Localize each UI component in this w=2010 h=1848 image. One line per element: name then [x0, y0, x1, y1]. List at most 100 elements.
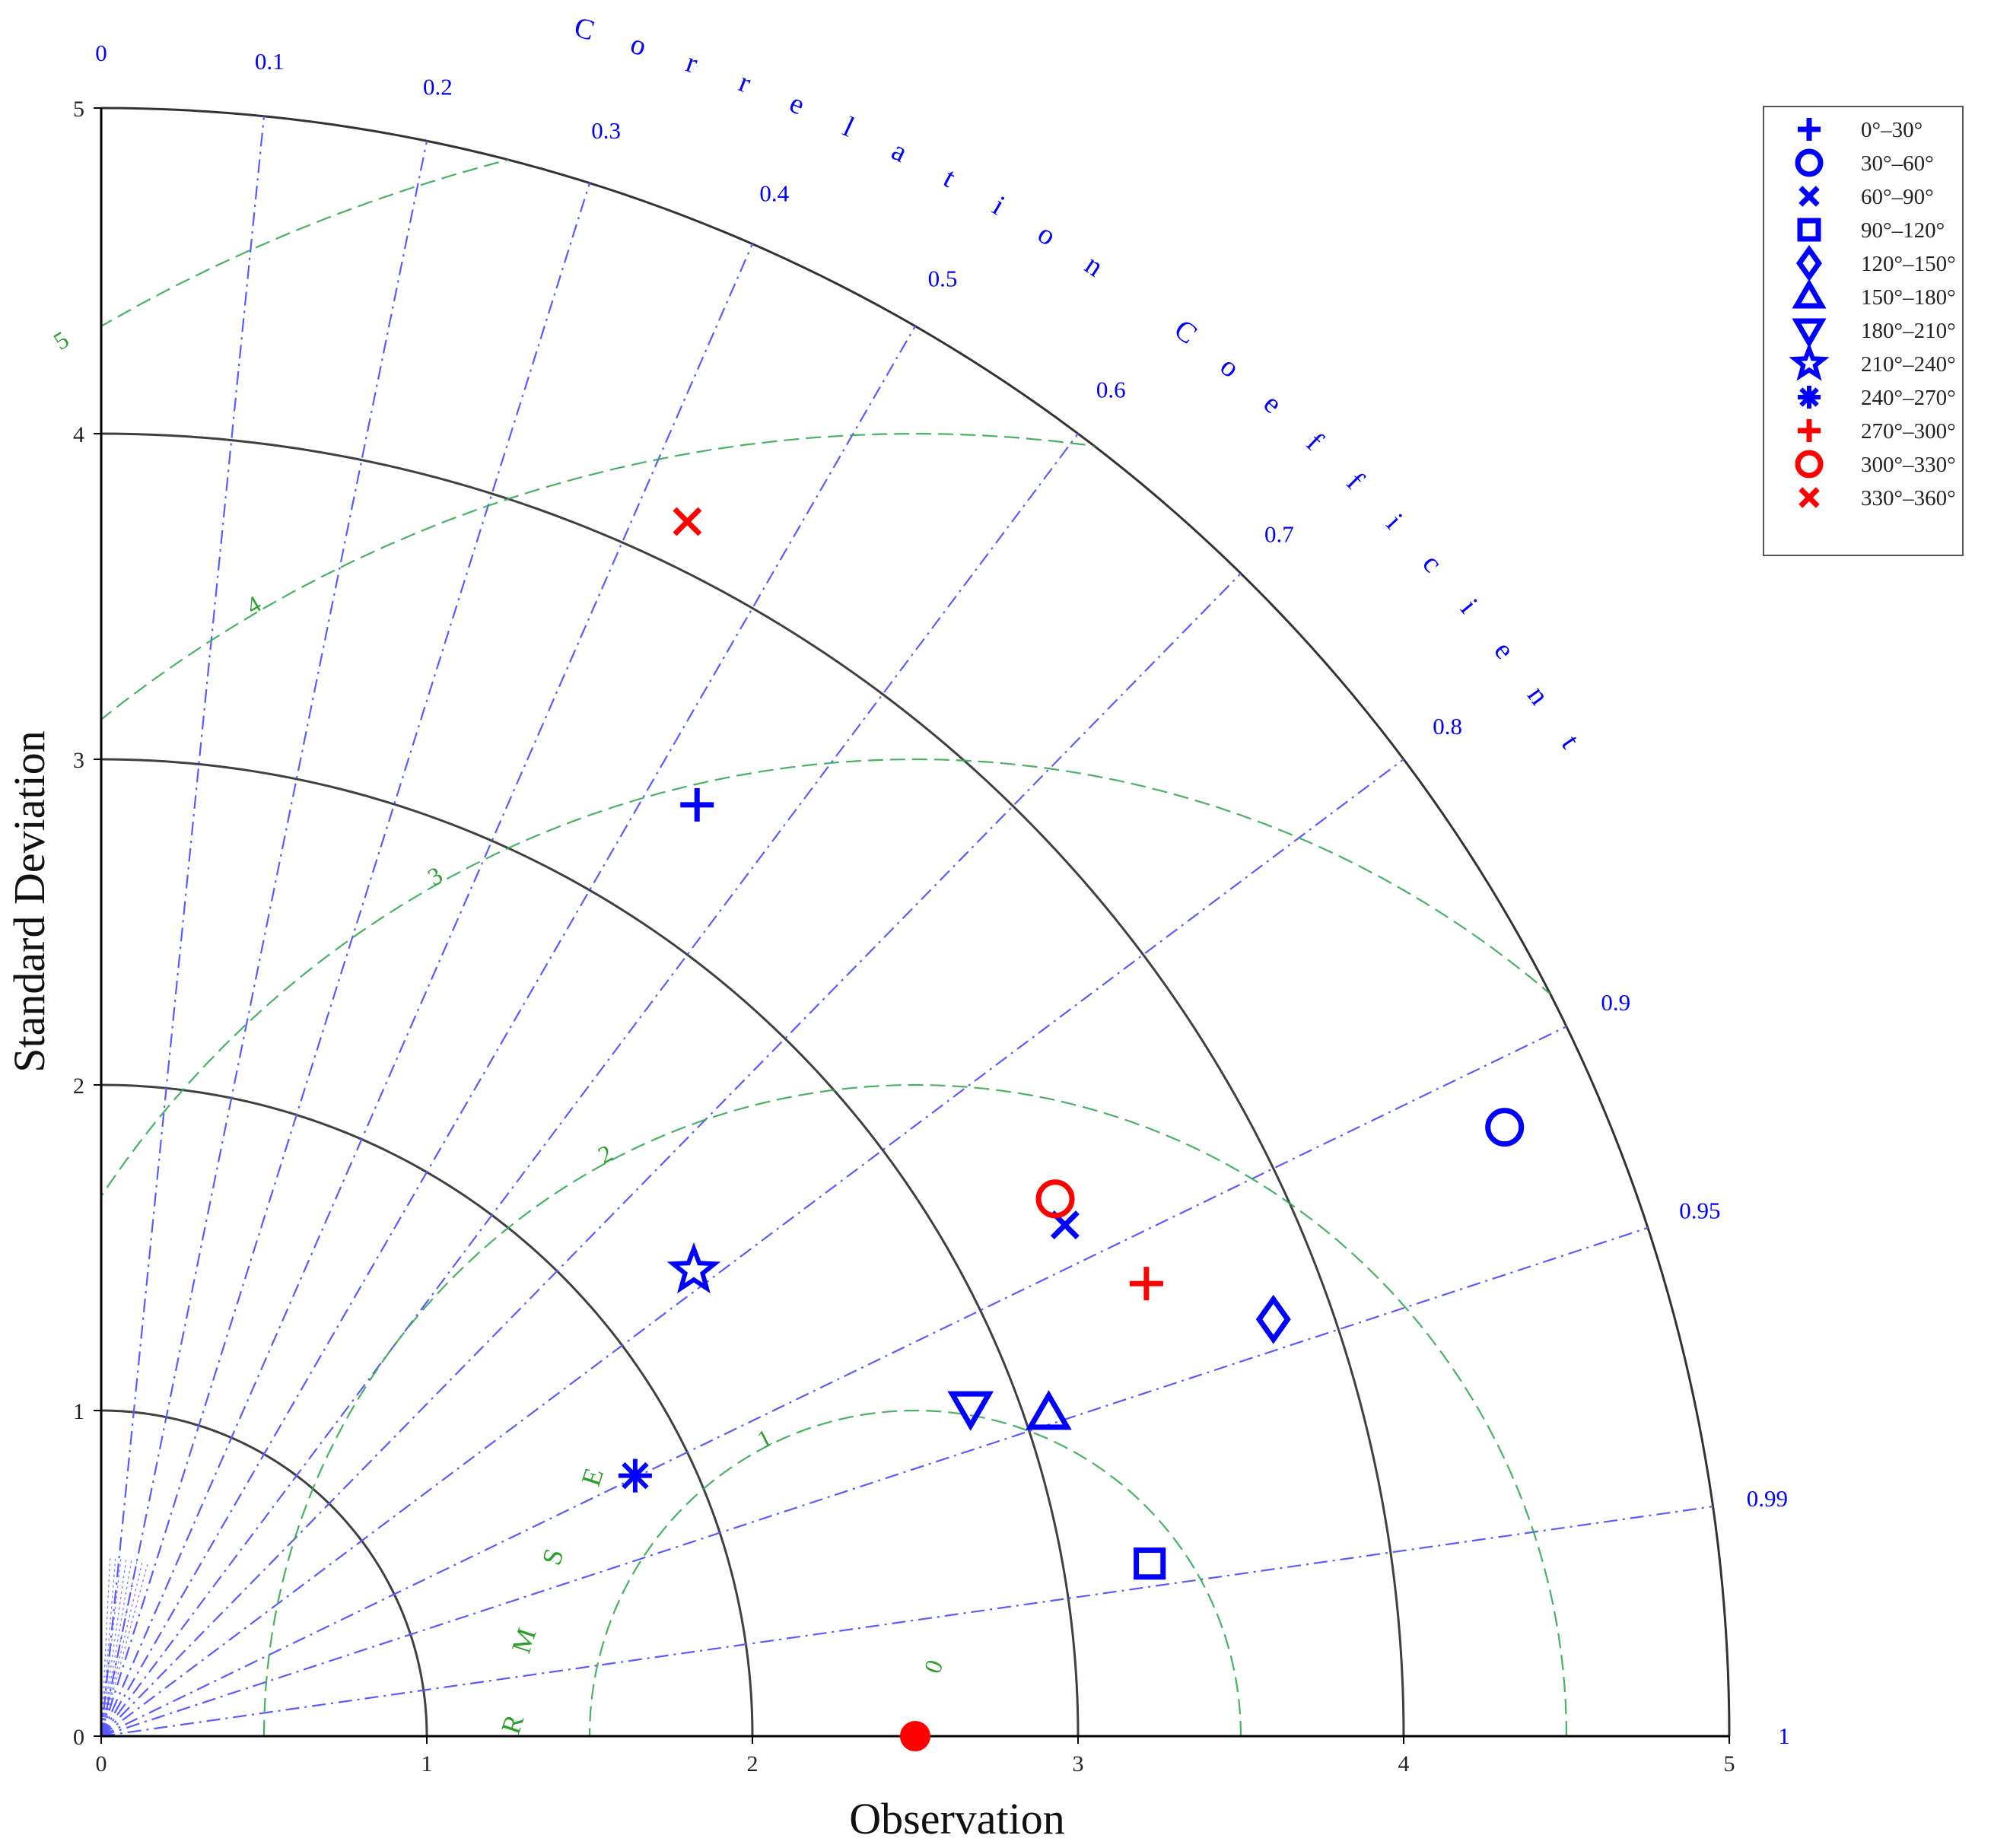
- origin-fan-line: [100, 1559, 132, 1737]
- legend-marker: [1789, 342, 1830, 381]
- y-tick-label: 5: [73, 97, 84, 122]
- correlation-tick-label: 0.7: [1264, 520, 1294, 547]
- origin-fan-line: [100, 1557, 122, 1737]
- correlation-line-0.2: [100, 141, 428, 1737]
- rmse-tick-label: 1: [752, 1423, 776, 1453]
- correlation-tick-label: 1: [1778, 1722, 1790, 1749]
- rmse-arc-2: [262, 1083, 1568, 1736]
- correlation-title-letter: e: [1258, 387, 1288, 420]
- data-point: [1129, 1267, 1163, 1301]
- data-point: [1035, 1179, 1075, 1219]
- legend-entry-label: 330°–360°: [1861, 486, 1956, 511]
- correlation-title-letter: e: [1487, 635, 1521, 665]
- legend-entry-label: 90°–120°: [1861, 218, 1945, 243]
- data-point: [680, 787, 714, 822]
- std-arc-4: [100, 432, 1405, 1737]
- y-tick-label: 4: [73, 422, 84, 447]
- triangle-up-icon: [1026, 1390, 1072, 1430]
- correlation-line-0.7: [100, 572, 1242, 1737]
- rmse-title-letter: R: [495, 1711, 530, 1738]
- std-arc-5: [100, 107, 1731, 1737]
- x-tick-label: 2: [747, 1751, 759, 1776]
- circle-icon: [1485, 1108, 1525, 1147]
- data-point: [666, 1242, 721, 1293]
- correlation-title-letter: o: [1032, 218, 1061, 253]
- diamond-icon: [1255, 1294, 1291, 1344]
- correlation-line-0.6: [100, 433, 1079, 1737]
- data-point: [1485, 1108, 1525, 1147]
- correlation-title-letter: i: [1454, 593, 1484, 619]
- rmse-title-letter: E: [575, 1465, 609, 1490]
- rmse-title-letter: S: [536, 1545, 569, 1569]
- correlation-title-letter: r: [735, 66, 755, 100]
- circle-icon: [1035, 1179, 1075, 1219]
- legend-marker: [1799, 186, 1820, 207]
- correlation-tick-label: 0: [95, 40, 107, 66]
- correlation-line-0.4: [100, 243, 754, 1737]
- triangle-up-icon: [1792, 278, 1827, 309]
- legend-entry-label: 270°–300°: [1861, 419, 1956, 444]
- circle-icon: [1795, 450, 1824, 479]
- diamond-icon: [1795, 244, 1823, 282]
- y-axis-title: Standard Deviation: [5, 730, 54, 1072]
- correlation-title-letter: C: [571, 11, 598, 46]
- asterisk-icon: [1798, 386, 1821, 409]
- correlation-title-letter: i: [987, 190, 1010, 222]
- correlation-line-0.3: [100, 183, 591, 1737]
- x-tick-label: 3: [1073, 1751, 1084, 1776]
- plus-icon: [1798, 419, 1821, 442]
- legend-entry-label: 210°–240°: [1861, 352, 1956, 377]
- correlation-line-0.8: [100, 759, 1404, 1737]
- legend-marker: [1795, 244, 1823, 282]
- correlation-title-letter: t: [1555, 730, 1586, 755]
- std-arcs-group: [100, 107, 1731, 1737]
- rmse-tick-label: 4: [241, 590, 266, 619]
- correlation-title-letter: n: [1079, 249, 1108, 283]
- plus-icon: [1798, 118, 1821, 141]
- legend-marker: [1795, 148, 1824, 177]
- correlation-title-letter: o: [627, 28, 650, 63]
- star-icon: [1789, 342, 1830, 381]
- correlation-tick-label: 0.4: [759, 180, 789, 207]
- data-point: [618, 1458, 652, 1493]
- rmse-tick-label: 0: [918, 1656, 948, 1677]
- legend-marker: [1798, 118, 1821, 141]
- x-axis-title: Observation: [849, 1794, 1065, 1843]
- correlation-title-letter: t: [938, 162, 961, 194]
- correlation-title-letter: e: [785, 87, 809, 121]
- legend-marker: [1798, 419, 1821, 442]
- correlation-line-0.9: [100, 1026, 1567, 1737]
- x-tick-label: 0: [96, 1751, 107, 1776]
- star-icon: [666, 1242, 721, 1293]
- markers-group: [618, 507, 1525, 1751]
- origin-fan-line: [100, 1557, 116, 1737]
- legend-entry-label: 120°–150°: [1861, 252, 1956, 276]
- legend-marker: [1795, 450, 1824, 479]
- plus-icon: [1129, 1267, 1163, 1301]
- data-point: [947, 1391, 994, 1431]
- rmse-arc-1: [588, 1409, 1242, 1736]
- legend-box: [1763, 106, 1964, 556]
- x-tick-label: 5: [1724, 1751, 1735, 1776]
- legend-marker: [1799, 487, 1820, 508]
- legend-entry-label: 60°–90°: [1861, 185, 1934, 209]
- correlation-title-letter: f: [1300, 427, 1329, 457]
- square-icon: [1797, 218, 1821, 242]
- correlation-tick-label: 0.3: [591, 117, 621, 144]
- origin-fan-line: [100, 1560, 138, 1737]
- legend-marker: [1792, 278, 1827, 309]
- correlation-tick-label: 0.95: [1679, 1197, 1720, 1223]
- asterisk-icon: [618, 1458, 652, 1493]
- correlation-title-letter: o: [1214, 350, 1245, 383]
- origin-fan-line: [100, 1561, 143, 1737]
- rmse-arc-3: [101, 758, 1729, 1736]
- legend-entry-label: 180°–210°: [1861, 319, 1956, 343]
- x-tick-label: 4: [1398, 1751, 1410, 1776]
- legend-marker: [1792, 318, 1827, 348]
- data-point: [673, 507, 702, 536]
- x-icon: [1799, 186, 1820, 207]
- std-arc-3: [100, 758, 1080, 1737]
- y-tick-label: 1: [73, 1399, 84, 1424]
- x-icon: [1799, 487, 1820, 508]
